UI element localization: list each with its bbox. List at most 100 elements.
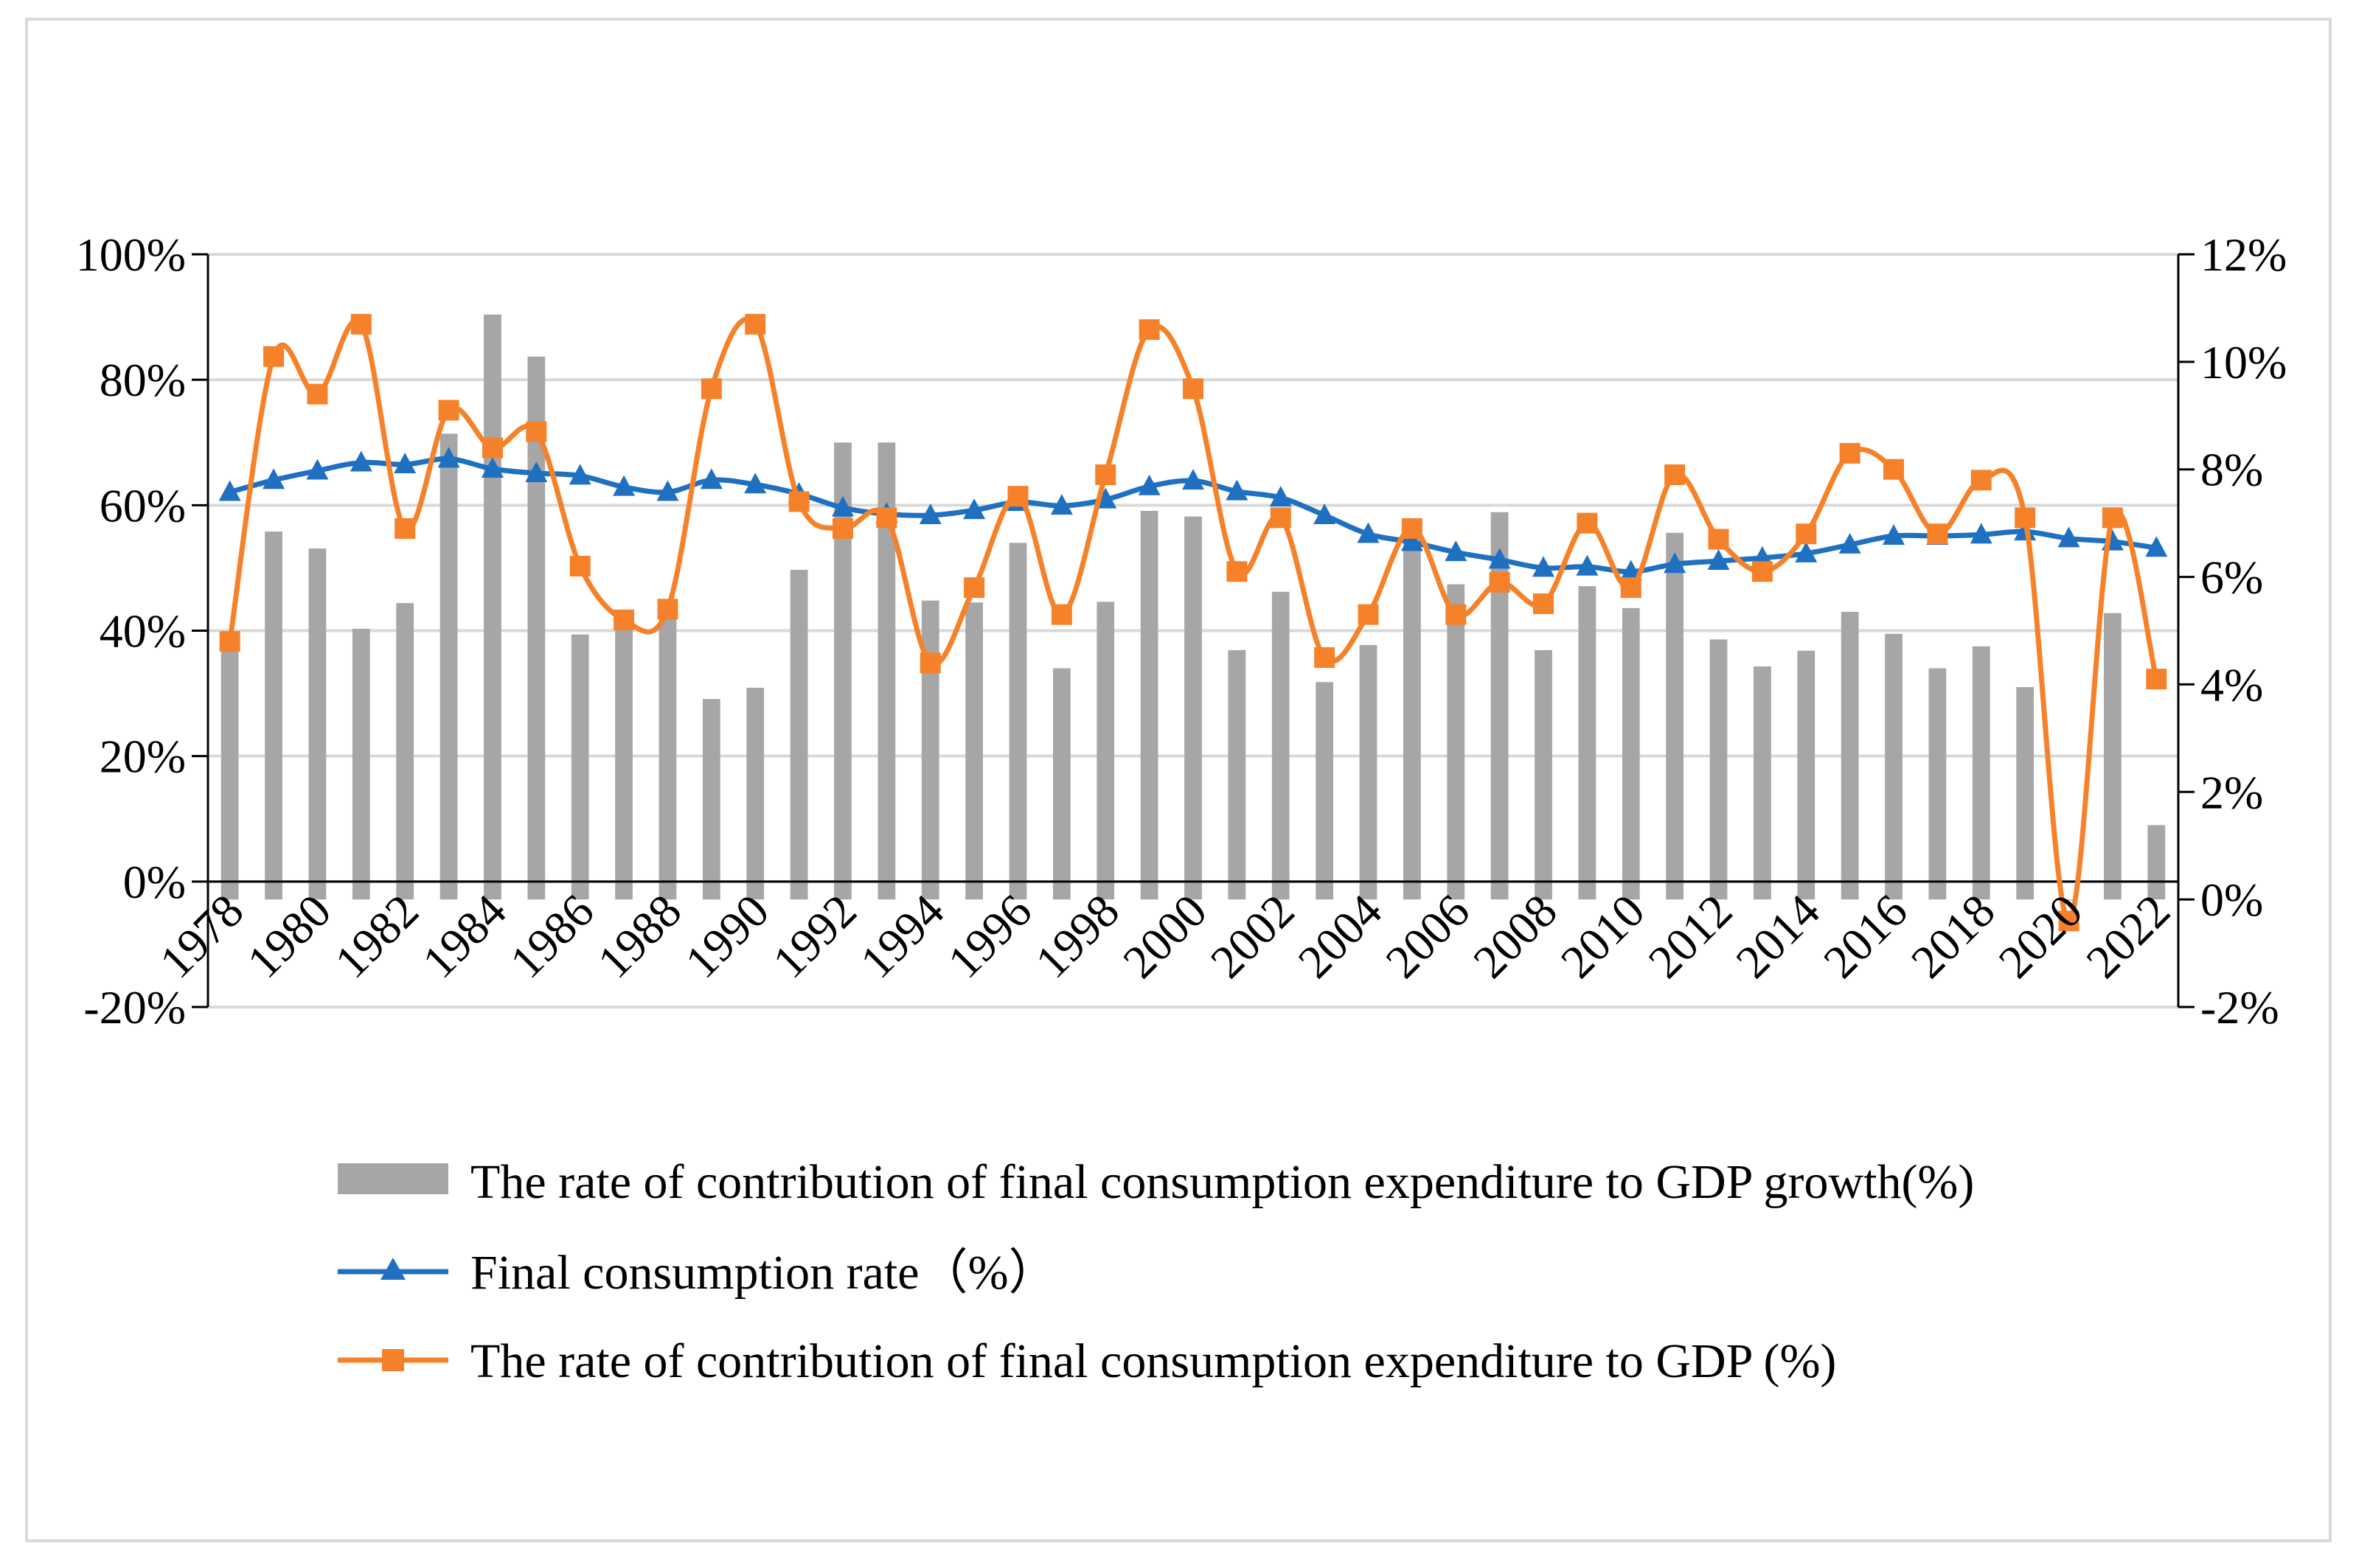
data-point-square	[876, 507, 897, 529]
data-point-square	[1708, 529, 1729, 550]
data-point-triangle	[831, 495, 854, 517]
legend: The rate of contribution of final consum…	[338, 1155, 1974, 1388]
x-axis-tick-label: 1980	[237, 885, 341, 989]
left-axis-tick-label: 0%	[123, 856, 186, 908]
bar	[527, 356, 546, 900]
bar	[308, 548, 327, 900]
bar	[439, 433, 458, 900]
data-point-square	[1664, 464, 1686, 486]
data-point-square	[745, 313, 766, 335]
data-point-triangle	[1576, 554, 1599, 576]
bar	[1885, 633, 1902, 900]
bar	[220, 634, 239, 900]
bar	[1666, 532, 1684, 900]
data-point-square	[920, 652, 941, 674]
data-point-triangle	[1795, 541, 1818, 562]
legend-marker-triangle-icon	[380, 1258, 406, 1280]
data-point-triangle	[525, 461, 548, 482]
bar	[2060, 899, 2078, 901]
right-axis-tick-label: 0%	[2200, 874, 2263, 926]
data-point-triangle	[2145, 536, 2168, 557]
x-axis-tick-label: 2018	[1901, 885, 2005, 989]
data-point-square	[964, 577, 985, 599]
x-axis-tick-label: 1998	[1025, 885, 1129, 989]
data-point-square	[1796, 523, 1817, 545]
data-point-square	[1577, 512, 1598, 534]
x-axis-tick-label: 2022	[2076, 885, 2180, 989]
legend-label-line-orange: The rate of contribution of final consum…	[470, 1334, 1836, 1388]
legend-swatch-bar	[338, 1163, 448, 1194]
bar	[746, 687, 765, 900]
data-point-square	[1927, 523, 1948, 545]
bar	[1928, 668, 1947, 900]
bar	[834, 442, 852, 900]
bar	[790, 569, 808, 900]
data-point-square	[1445, 604, 1467, 625]
bar	[878, 442, 896, 900]
data-point-square	[350, 313, 372, 335]
bar	[1972, 646, 1990, 900]
x-axis-tick-label: 2014	[1726, 885, 1829, 989]
data-point-square	[2146, 669, 2167, 690]
data-point-triangle	[1313, 503, 1336, 524]
bar	[702, 699, 720, 900]
data-point-triangle	[569, 464, 591, 485]
data-point-square	[1620, 577, 1641, 599]
data-point-triangle	[1532, 556, 1555, 577]
data-point-square	[614, 609, 635, 630]
bar	[1097, 602, 1115, 900]
x-axis-tick-label: 1994	[850, 885, 954, 989]
bar	[1841, 611, 1859, 900]
data-point-triangle	[1357, 522, 1380, 543]
bar-series-growth-contribution	[220, 314, 2166, 901]
data-point-triangle	[1664, 552, 1686, 574]
x-axis-tick-label: 1984	[412, 885, 516, 989]
right-axis-tick-label: 10%	[2200, 336, 2287, 388]
data-point-square	[1007, 486, 1029, 507]
x-axis-tick-label: 2010	[1551, 885, 1655, 989]
x-axis-tick-label: 2000	[1113, 885, 1217, 989]
data-point-square	[2102, 507, 2123, 529]
legend-marker-square-icon	[382, 1349, 404, 1371]
data-point-triangle	[263, 468, 285, 489]
bar	[1709, 639, 1728, 900]
bar	[2104, 613, 2122, 900]
x-axis-tick-label: 2008	[1463, 885, 1567, 989]
data-point-triangle	[2057, 526, 2080, 548]
data-point-triangle	[1050, 494, 1073, 515]
data-point-triangle	[1838, 532, 1861, 554]
data-point-square	[2015, 507, 2036, 529]
data-point-square	[1358, 604, 1379, 625]
data-point-square	[219, 631, 240, 652]
bar	[1490, 512, 1509, 900]
data-point-square	[1051, 604, 1072, 625]
bar	[265, 532, 282, 900]
x-axis-tick-label: 1990	[675, 885, 779, 989]
bar	[965, 602, 983, 900]
data-point-triangle	[1707, 549, 1730, 571]
data-point-square	[1401, 518, 1422, 539]
right-axis-tick-label: -2%	[2200, 981, 2279, 1034]
data-point-triangle	[1400, 530, 1423, 551]
bar	[1797, 650, 1815, 900]
data-point-triangle	[1970, 523, 1992, 544]
data-point-square	[1095, 464, 1116, 486]
data-point-square	[438, 400, 459, 421]
data-point-square	[1970, 470, 1992, 491]
data-point-square	[395, 518, 416, 539]
x-axis-tick-label: 2006	[1375, 885, 1479, 989]
x-axis-tick-label: 2016	[1813, 885, 1917, 989]
data-point-square	[1270, 507, 1291, 529]
data-point-triangle	[437, 447, 460, 468]
bar	[1754, 666, 1771, 900]
data-point-square	[1751, 561, 1773, 582]
bar	[1009, 543, 1027, 900]
bar	[2016, 687, 2034, 900]
data-point-square	[526, 421, 547, 442]
bar	[1052, 668, 1071, 900]
bar	[1184, 516, 1202, 900]
bar	[1535, 649, 1552, 900]
data-point-square	[1839, 442, 1860, 464]
data-point-square	[263, 346, 285, 367]
right-axis-tick-label: 12%	[2200, 229, 2287, 281]
